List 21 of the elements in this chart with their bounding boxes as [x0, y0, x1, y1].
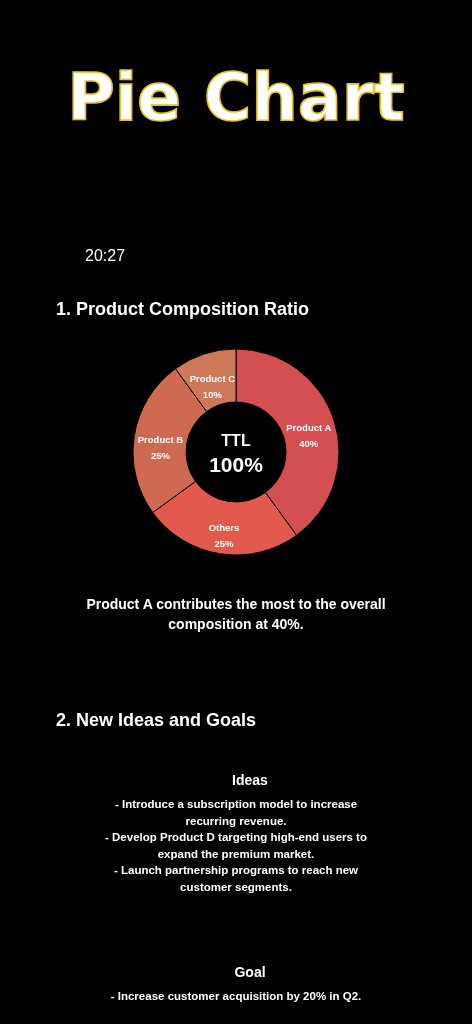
- text: - Launch partnership programs to reach new customer segments.: [113, 864, 359, 893]
- text: 20:27: [84, 247, 126, 264]
- text: 100%: [209, 453, 264, 476]
- slice-label: Product A: [286, 422, 332, 434]
- text: - Introduce a subscription model to increase recurring revenue.: [114, 798, 358, 827]
- data-label: 10%: [202, 389, 223, 401]
- data-label: 25%: [214, 537, 235, 549]
- data-label: 25%: [150, 450, 171, 462]
- chart-title: Pie Chart: [67, 60, 405, 135]
- slice-label: Product C: [189, 373, 236, 385]
- text: Goal: [234, 964, 266, 980]
- slice-label: Product B: [137, 434, 184, 446]
- slice-label: Others: [208, 521, 240, 533]
- text: Product A contributes the most to the overall composition at 40%.: [86, 596, 386, 632]
- text: 2. New Ideas and Goals: [56, 710, 257, 730]
- text: - Increase customer acquisition by 20% in Q2.: [110, 990, 362, 1002]
- text: - Develop Product D targeting high-end users to expand the premium market.: [105, 831, 367, 860]
- text: TTL: [221, 432, 251, 449]
- data-label: 40%: [299, 438, 319, 450]
- chart-subtitle: 1. Product Composition Ratio: [56, 299, 310, 319]
- text: Ideas: [232, 772, 269, 788]
